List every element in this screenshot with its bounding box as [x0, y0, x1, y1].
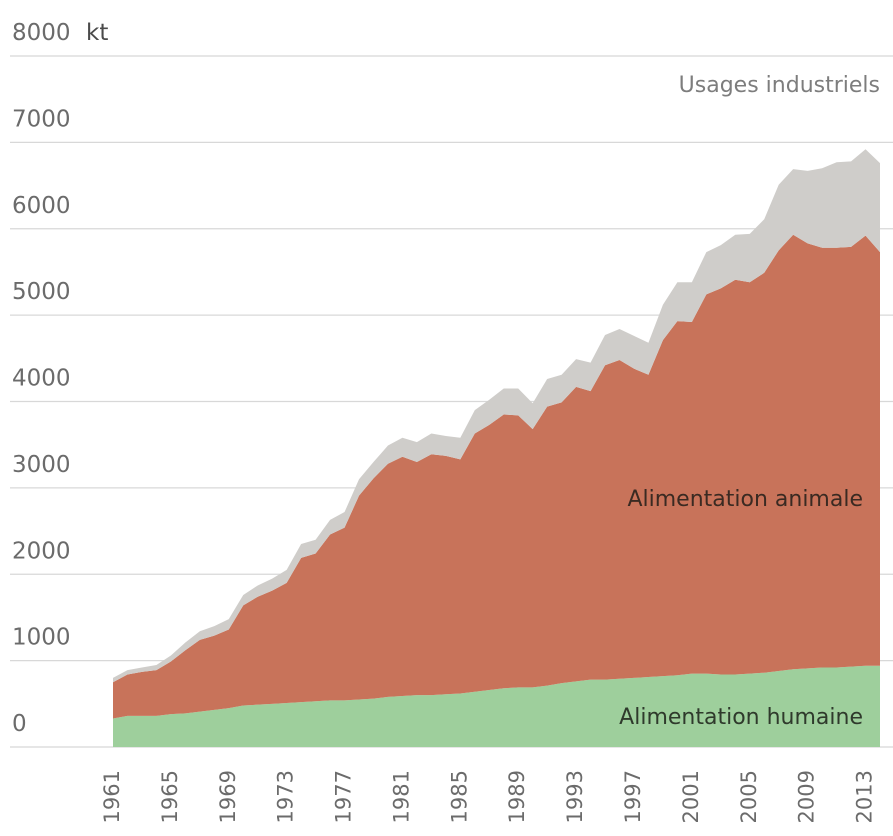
stacked-areas: [113, 149, 880, 747]
y-tick-label-1000: 1000: [12, 625, 71, 651]
y-tick-label-8000: 8000: [12, 20, 71, 46]
x-tick-label-1969: 1969: [216, 770, 240, 823]
x-tick-label-1977: 1977: [332, 770, 356, 823]
x-tick-label-1981: 1981: [389, 770, 413, 823]
area-series-2: [113, 149, 880, 683]
series-label-usages-industriels: Usages industriels: [679, 73, 880, 98]
x-tick-label-1997: 1997: [621, 770, 645, 823]
x-tick-label-2005: 2005: [737, 770, 761, 823]
y-tick-label-6000: 6000: [12, 193, 71, 219]
x-tick-label-1961: 1961: [100, 770, 124, 823]
series-label-alimentation-animale: Alimentation animale: [627, 487, 863, 512]
y-axis-tick-labels: 0 1000 2000 3000 4000 5000 6000 7000 8000: [12, 20, 71, 737]
x-tick-label-1989: 1989: [505, 770, 529, 823]
y-tick-label-3000: 3000: [12, 452, 71, 478]
y-tick-label-4000: 4000: [12, 366, 71, 392]
x-tick-label-2009: 2009: [795, 770, 819, 823]
x-tick-label-2001: 2001: [679, 770, 703, 823]
area-series-0: [113, 665, 880, 747]
y-axis-unit-label: kt: [86, 20, 108, 46]
y-tick-label-0: 0: [12, 711, 27, 737]
y-tick-label-5000: 5000: [12, 279, 71, 305]
y-tick-label-2000: 2000: [12, 538, 71, 564]
x-tick-label-1965: 1965: [158, 770, 182, 823]
series-label-alimentation-humaine: Alimentation humaine: [619, 705, 863, 730]
area-series-1: [113, 234, 880, 719]
x-tick-label-2013: 2013: [853, 770, 877, 823]
x-tick-label-1993: 1993: [563, 770, 587, 823]
x-tick-label-1985: 1985: [447, 770, 471, 823]
x-axis-tick-labels: 1961 1965 1969 1973 1977 1981 1985 1989 1993 1997…: [100, 770, 877, 823]
grid-lines: [10, 55, 893, 748]
x-tick-label-1973: 1973: [274, 770, 298, 823]
y-tick-label-7000: 7000: [12, 106, 71, 132]
